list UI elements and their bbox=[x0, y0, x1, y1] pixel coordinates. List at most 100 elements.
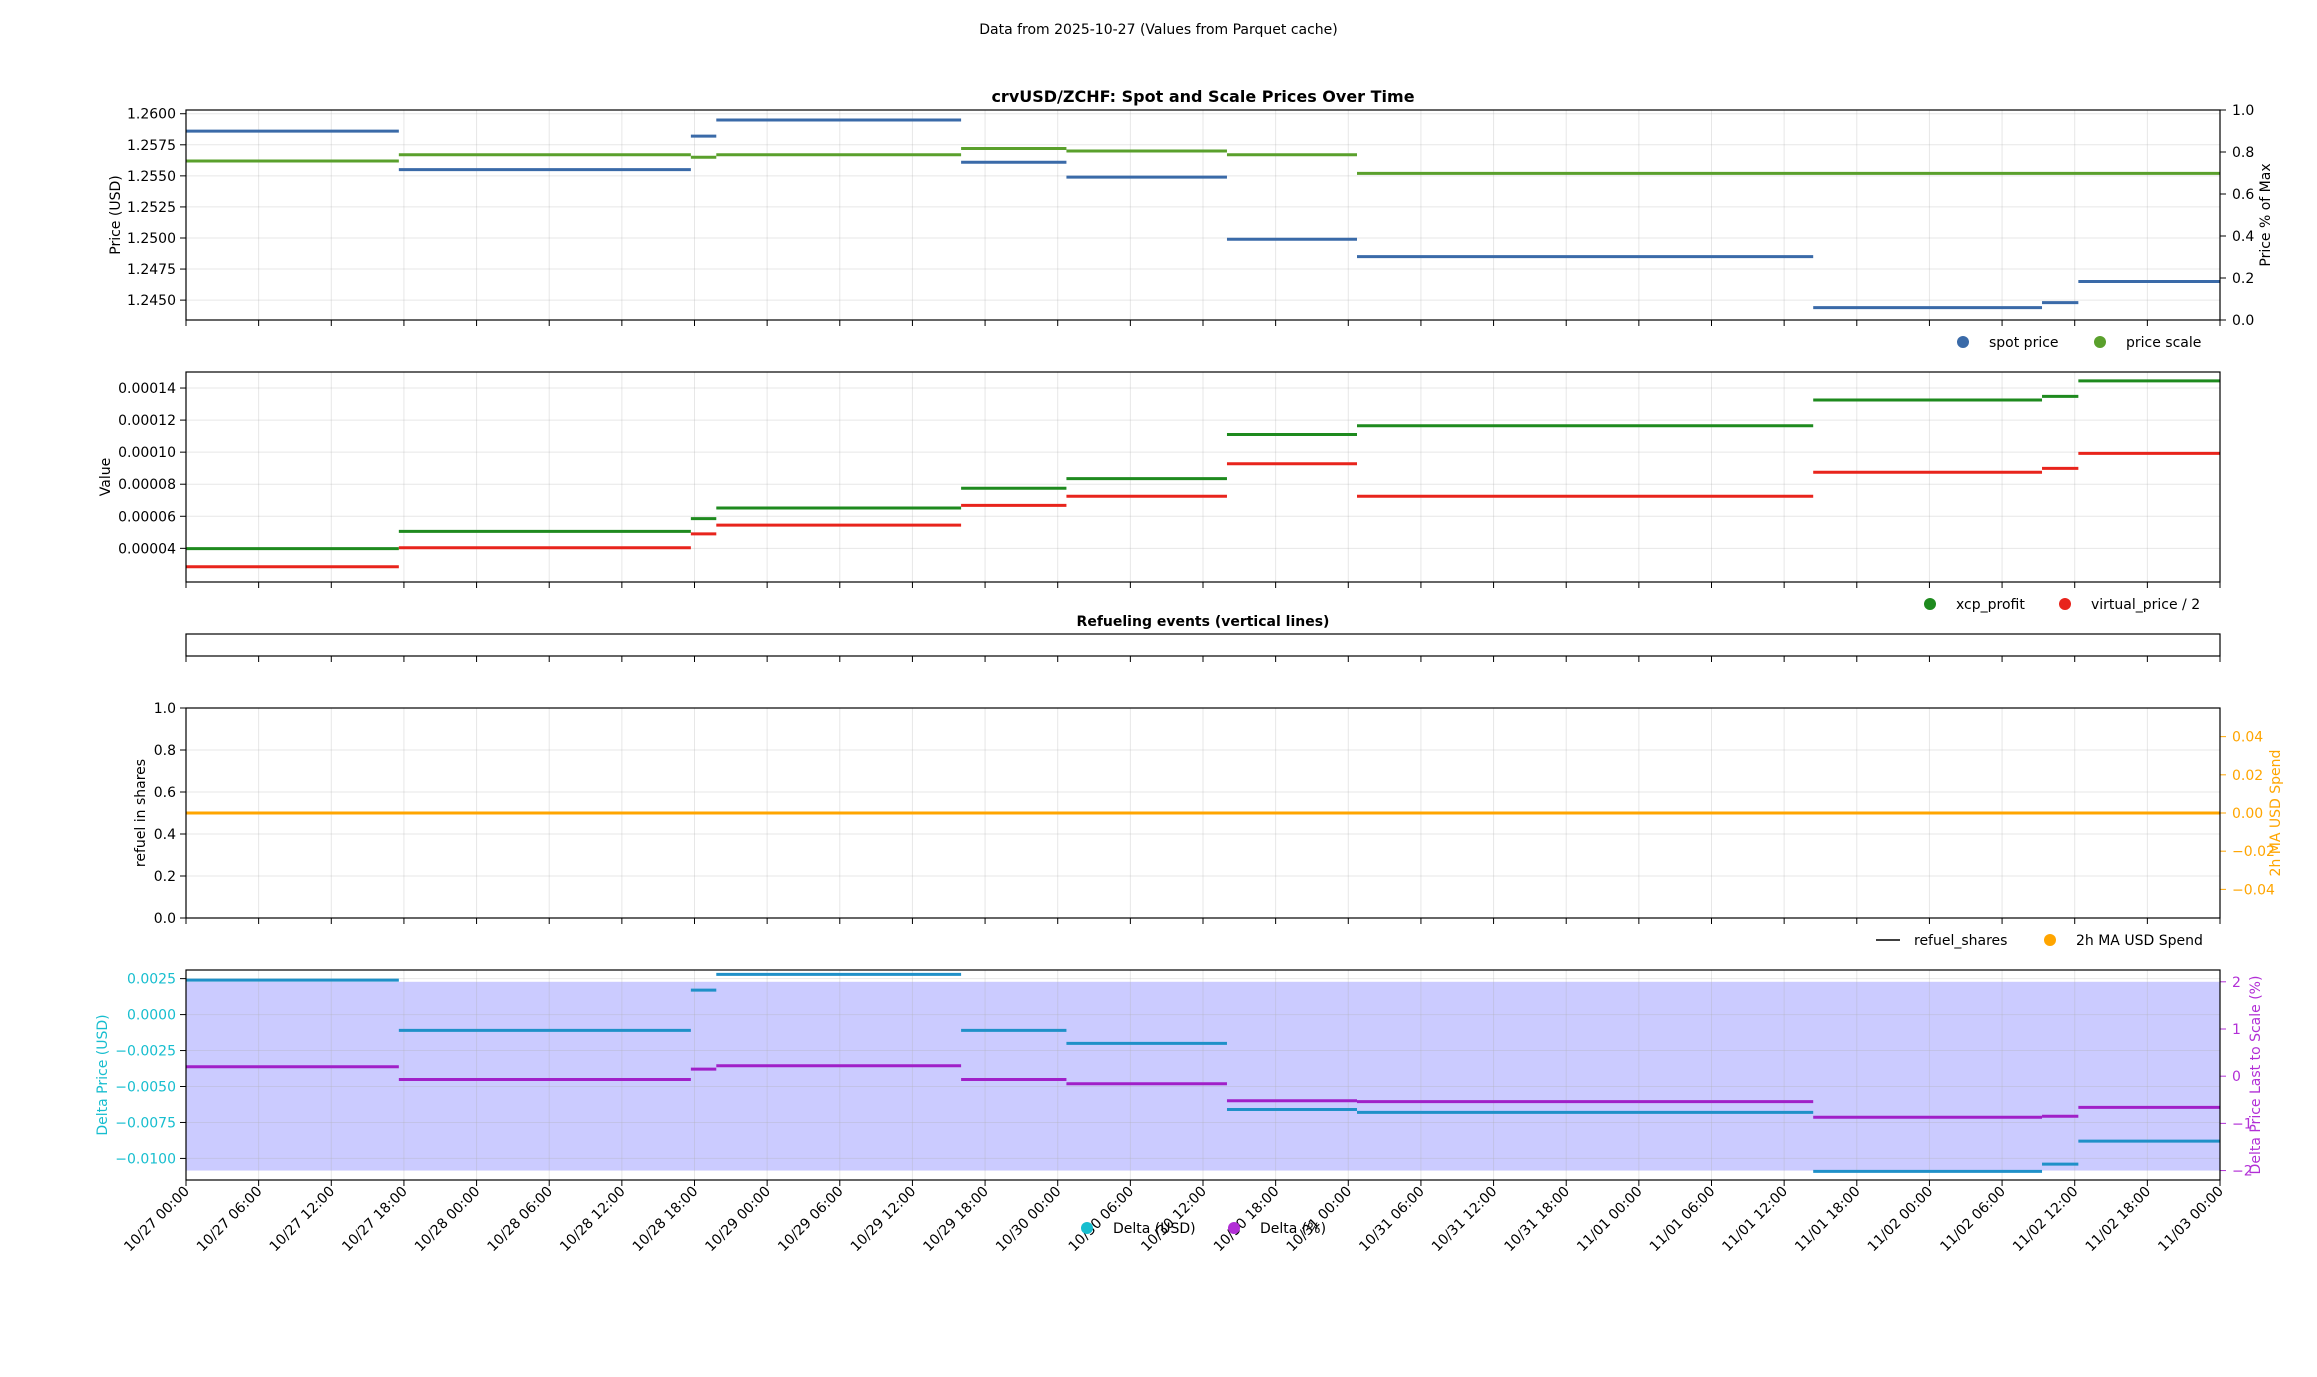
shaded-band bbox=[186, 981, 2220, 1171]
y-right-tick-label: 0.0 bbox=[2232, 313, 2254, 329]
legend-label: xcp_profit bbox=[1956, 597, 2025, 613]
series-spot bbox=[186, 118, 2220, 310]
axes-frame bbox=[185, 633, 2221, 657]
legend-marker bbox=[1081, 1222, 1093, 1234]
x-tick-label: 10/28 06:00 bbox=[485, 1184, 557, 1256]
panel-4: −0.0100 −0.0075 −0.0050 −0.0025 0.0000 0.0025… bbox=[95, 969, 2264, 1186]
x-tick-label: 10/27 06:00 bbox=[194, 1184, 266, 1256]
x-tick-label: 11/02 12:00 bbox=[2010, 1184, 2082, 1256]
y-right-axis-label: Price % of Max bbox=[2258, 163, 2274, 266]
y-right-axis-label: 2h MA USD Spend bbox=[2268, 750, 2284, 877]
figure-suptitle: Data from 2025-10-27 (Values from Parque… bbox=[979, 22, 1338, 38]
x-tick-label: 11/01 18:00 bbox=[1792, 1184, 1864, 1256]
y-tick-label: 0.0000 bbox=[127, 1008, 176, 1024]
y-right-tick-label: −0.02 bbox=[2232, 844, 2275, 860]
series-delta_usd bbox=[186, 972, 2220, 1173]
legend-label: Delta (USD) bbox=[1113, 1221, 1196, 1237]
y-right-tick-label: 0 bbox=[2232, 1069, 2241, 1085]
y-tick-label: 0.8 bbox=[154, 743, 176, 759]
y-tick-label: 1.2500 bbox=[127, 231, 176, 247]
legend-label: spot price bbox=[1989, 335, 2059, 351]
y-axis-label: Price (USD) bbox=[108, 175, 124, 254]
y-tick-label: 1.2600 bbox=[127, 107, 176, 123]
y-right-tick-label: 0.8 bbox=[2232, 145, 2254, 161]
x-tick-label: 10/31 18:00 bbox=[1502, 1184, 1574, 1256]
panel-1: 0.00004 0.00006 0.00008 0.00010 0.00012 0.000… bbox=[98, 371, 2221, 588]
y-tick-label: 0.4 bbox=[154, 827, 176, 843]
x-tick-label: 10/28 00:00 bbox=[412, 1184, 484, 1256]
legend: xcp_profit virtual_price / 2 bbox=[1924, 597, 2200, 613]
legend-label: virtual_price / 2 bbox=[2091, 597, 2200, 613]
legend-label: refuel_shares bbox=[1914, 933, 2007, 949]
axes-title: crvUSD/ZCHF: Spot and Scale Prices Over … bbox=[991, 87, 1414, 106]
y-right-tick-label: −1 bbox=[2232, 1116, 2253, 1132]
x-tick-label: 10/27 00:00 bbox=[121, 1184, 193, 1256]
y-tick-label: −0.0025 bbox=[115, 1044, 176, 1060]
x-tick-label: 10/30 12:00 bbox=[1138, 1184, 1210, 1256]
x-tick-label: 10/30 00:00 bbox=[993, 1184, 1065, 1256]
axes-frame bbox=[185, 371, 2221, 583]
x-tick-label: 10/31 00:00 bbox=[1284, 1184, 1356, 1256]
x-tick-label: 10/28 18:00 bbox=[630, 1184, 702, 1256]
y-right-tick-label: 0.04 bbox=[2232, 730, 2263, 746]
y-right-tick-label: −2 bbox=[2232, 1164, 2253, 1180]
x-tick-label: 11/02 18:00 bbox=[2083, 1184, 2155, 1256]
y-tick-label: 1.2525 bbox=[127, 200, 176, 216]
legend-marker bbox=[2044, 934, 2056, 946]
y-tick-label: 1.2475 bbox=[127, 262, 176, 278]
y-tick-label: 0.0025 bbox=[127, 972, 176, 988]
y-tick-label: 1.2450 bbox=[127, 293, 176, 309]
legend-marker bbox=[2059, 598, 2071, 610]
y-right-tick-label: 0.4 bbox=[2232, 229, 2254, 245]
legend: spot price price scale bbox=[1957, 335, 2201, 351]
y-right-tick-label: 0.00 bbox=[2232, 806, 2263, 822]
x-tick-label: 11/03 00:00 bbox=[2155, 1184, 2227, 1256]
y-tick-label: 1.0 bbox=[154, 701, 176, 717]
panel-3: 0.0 0.2 0.4 0.6 0.8 1.0 −0.04 −0.02 0.00 0.02 0.04… bbox=[133, 701, 2284, 927]
axes-title: Refueling events (vertical lines) bbox=[1077, 614, 1330, 630]
legend-marker bbox=[1957, 336, 1969, 348]
x-tick-label: 10/29 12:00 bbox=[848, 1184, 920, 1256]
legend-label: 2h MA USD Spend bbox=[2076, 933, 2203, 949]
axes-frame bbox=[185, 109, 2221, 321]
x-tick-label: 10/28 12:00 bbox=[557, 1184, 629, 1256]
y-right-tick-label: 0.6 bbox=[2232, 187, 2254, 203]
legend-marker bbox=[1924, 598, 1936, 610]
x-tick-label: 10/29 00:00 bbox=[702, 1184, 774, 1256]
x-tick-label: 10/27 18:00 bbox=[339, 1184, 411, 1256]
y-tick-label: 0.00014 bbox=[118, 381, 176, 397]
legend-label: price scale bbox=[2126, 335, 2201, 351]
y-tick-label: 0.00004 bbox=[118, 541, 176, 557]
y-axis-label: refuel in shares bbox=[133, 759, 149, 867]
x-tick-label: 10/30 18:00 bbox=[1211, 1184, 1283, 1256]
panel-0: 1.2450 1.2475 1.2500 1.2525 1.2550 1.2575 1.26… bbox=[108, 87, 2274, 329]
x-tick-label: 10/27 12:00 bbox=[267, 1184, 339, 1256]
legend: Delta (USD) Delta (%) bbox=[1081, 1221, 1326, 1237]
x-tick-labels: 10/27 00:00 10/27 06:00 10/27 12:00 10/27 1… bbox=[121, 1184, 2227, 1256]
series-delta_pct bbox=[186, 1064, 2220, 1119]
y-right-tick-label: 1 bbox=[2232, 1022, 2241, 1038]
legend-marker bbox=[2094, 336, 2106, 348]
y-right-axis-label: Delta Price Last to Scale (%) bbox=[2248, 976, 2264, 1175]
y-right-tick-label: 1.0 bbox=[2232, 103, 2254, 119]
y-tick-label: 0.00010 bbox=[118, 445, 176, 461]
x-tick-label: 11/02 00:00 bbox=[1865, 1184, 1937, 1256]
y-tick-label: −0.0075 bbox=[115, 1115, 176, 1131]
y-right-tick-label: 0.2 bbox=[2232, 271, 2254, 287]
y-axis-label: Delta Price (USD) bbox=[95, 1014, 111, 1135]
x-tick-label: 11/02 06:00 bbox=[1937, 1184, 2009, 1256]
panel-2: Refueling events (vertical lines) bbox=[185, 614, 2221, 662]
legend-label: Delta (%) bbox=[1260, 1221, 1326, 1237]
y-tick-label: 0.00006 bbox=[118, 509, 176, 525]
y-tick-label: 0.00008 bbox=[118, 477, 176, 493]
y-tick-label: 1.2550 bbox=[127, 169, 176, 185]
y-axis-label: Value bbox=[98, 458, 114, 496]
legend-marker bbox=[1228, 1222, 1240, 1234]
axes-frame bbox=[185, 969, 2221, 1181]
axes-frame bbox=[185, 707, 2221, 919]
x-tick-label: 10/31 06:00 bbox=[1356, 1184, 1428, 1256]
y-tick-label: −0.0050 bbox=[115, 1080, 176, 1096]
series-scale bbox=[186, 147, 2220, 175]
legend: refuel_shares 2h MA USD Spend bbox=[1876, 933, 2203, 949]
